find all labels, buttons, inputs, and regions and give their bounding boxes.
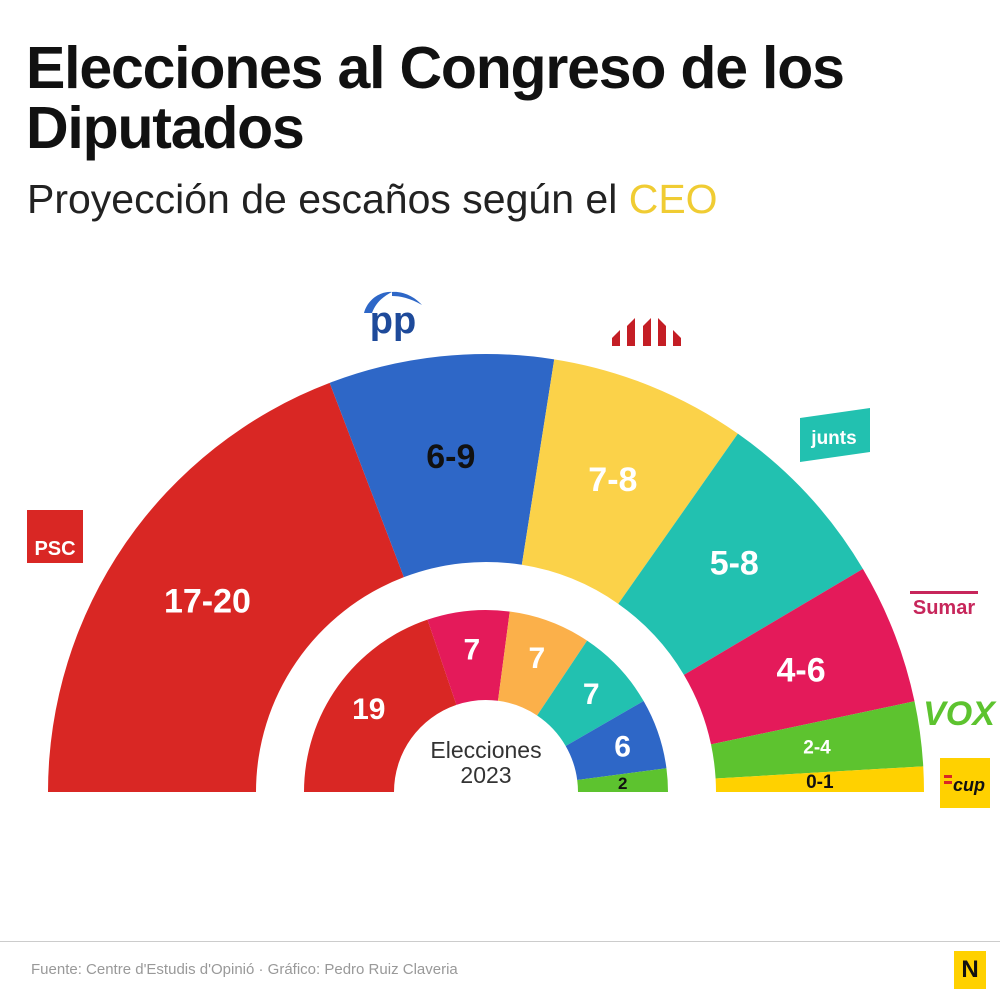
junts-logo: junts [800,408,870,462]
inner-label-sumar: 7 [464,633,481,666]
svg-text:Sumar: Sumar [913,597,975,619]
outer-label-erc: 7-8 [588,461,637,499]
outer-segment-pp [329,354,555,578]
cup-logo: cup [940,758,990,808]
source-note: Fuente: Centre d'Estudis d'Opinió · Gráf… [31,961,458,978]
pp-logo: pp [364,291,422,342]
inner-segment-pp [565,701,667,780]
inner-segment-erc [498,611,588,716]
svg-text:cup: cup [953,775,985,795]
inner-segment-junts [537,640,644,746]
inner-segment-psc [304,619,457,792]
chart-subtitle: Proyección de escaños según el CEO [27,176,718,223]
svg-text:junts: junts [810,428,856,449]
footer-divider [0,941,1000,942]
inner-segment-vox [577,768,668,792]
inner-label-vox: 2 [618,774,627,793]
outer-segment-cup [715,766,924,792]
svg-text:pp: pp [370,300,416,342]
inner-label-junts: 7 [583,678,600,711]
subtitle-highlight: CEO [628,176,718,222]
projection-ring: 17-20 6-9 7-8 5-8 4-6 2-4 0-1 [48,354,924,793]
outer-label-sumar: 4-6 [777,651,826,689]
psc-logo: PSC [27,510,83,563]
inner-label-erc: 7 [528,642,545,675]
outer-segment-vox [711,701,924,779]
center-label-line1: Elecciones [430,737,541,763]
sumar-logo: Sumar [910,591,978,619]
outer-label-junts: 5-8 [710,545,759,583]
outer-segment-erc [521,359,738,604]
inner-segment-sumar [427,610,510,705]
inner-center-label: Elecciones 2023 [430,737,541,788]
chart-title: Elecciones al Congreso de los Diputados [26,35,845,161]
outer-segment-sumar [683,568,915,745]
svg-text:PSC: PSC [34,538,75,560]
center-label-line2: 2023 [460,762,511,788]
outer-label-cup: 0-1 [806,772,834,793]
vox-logo: VOX [923,695,997,733]
outer-segment-psc [48,382,404,792]
inner-label-pp: 6 [614,730,631,763]
brand-logo: N [954,951,986,989]
outer-segment-junts [618,433,863,675]
outer-label-psc: 17-20 [164,582,251,620]
erc-logo [612,318,681,346]
subtitle-prefix: Proyección de escaños según el [27,176,629,222]
svg-text:VOX: VOX [923,695,997,733]
inner-label-psc: 19 [352,693,385,726]
outer-label-pp: 6-9 [426,438,475,476]
outer-label-vox: 2-4 [803,738,831,759]
